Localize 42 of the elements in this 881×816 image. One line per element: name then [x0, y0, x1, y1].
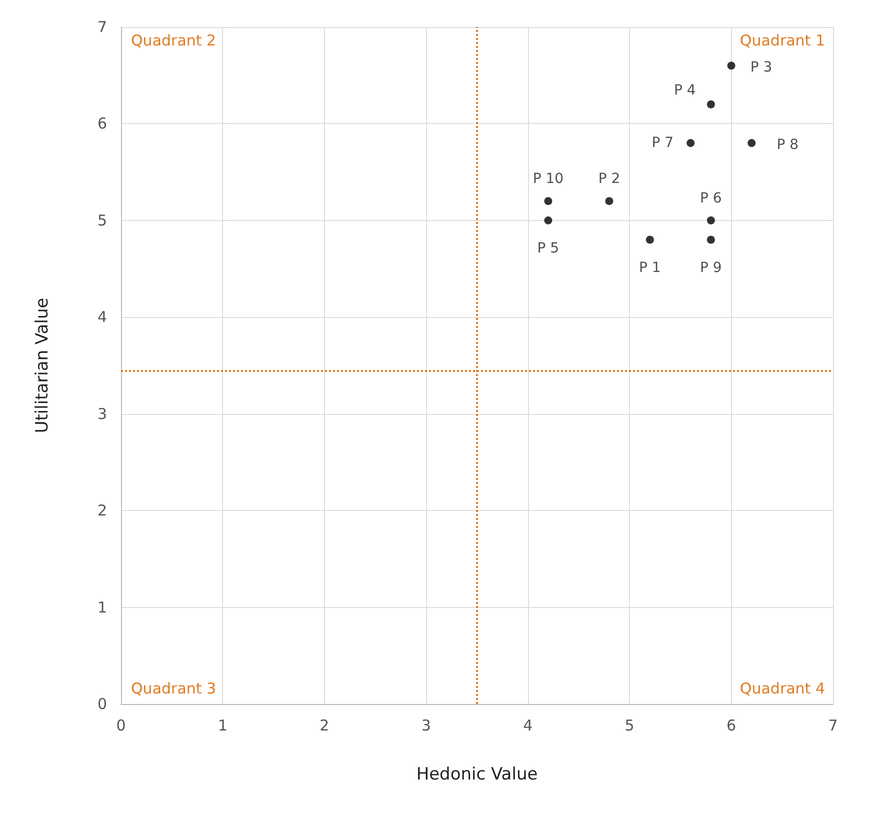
y-tick-label: 0 — [97, 695, 107, 713]
annotation: P 6 — [700, 190, 722, 206]
annotation: P 3 — [750, 60, 772, 76]
point — [544, 197, 552, 206]
x-tick-label: 5 — [624, 716, 634, 734]
x-tick-label: 0 — [116, 716, 126, 734]
annotation: Quadrant 1 — [740, 32, 826, 50]
point — [706, 236, 715, 244]
x-tick-label: 4 — [523, 716, 533, 734]
annotation: P 5 — [537, 240, 560, 256]
y-axis-title: Utilitarian Value — [32, 298, 52, 434]
annotation: P 8 — [776, 137, 799, 154]
y-tick-label: 1 — [97, 598, 107, 616]
point — [605, 197, 614, 206]
annotation: P 9 — [700, 260, 722, 276]
y-tick-label: 3 — [97, 404, 107, 423]
annotation: P 4 — [674, 82, 696, 98]
point — [748, 139, 756, 148]
point — [686, 139, 695, 148]
annotation: P 1 — [639, 260, 661, 276]
point — [706, 216, 715, 224]
annotation: Quadrant 4 — [740, 680, 826, 698]
point — [544, 216, 552, 224]
annotation: Quadrant 2 — [131, 32, 216, 50]
annotation: P 2 — [598, 171, 620, 188]
y-tick-label: 6 — [97, 114, 107, 133]
annotation: P 7 — [652, 135, 674, 152]
x-tick-label: 1 — [218, 716, 228, 734]
annotation: Quadrant 3 — [131, 680, 216, 698]
point — [706, 100, 715, 108]
point — [646, 236, 654, 244]
x-tick-label: 2 — [320, 716, 330, 734]
x-axis-title: Hedonic Value — [416, 764, 538, 784]
point — [727, 62, 736, 70]
x-tick-label: 3 — [421, 716, 431, 734]
y-tick-label: 5 — [97, 211, 107, 230]
x-tick-label: 7 — [828, 716, 838, 734]
y-tick-label: 7 — [97, 18, 107, 36]
annotation: P 10 — [532, 171, 564, 188]
y-tick-label: 2 — [97, 502, 107, 520]
y-tick-label: 4 — [97, 308, 107, 326]
x-tick-label: 6 — [726, 716, 736, 734]
